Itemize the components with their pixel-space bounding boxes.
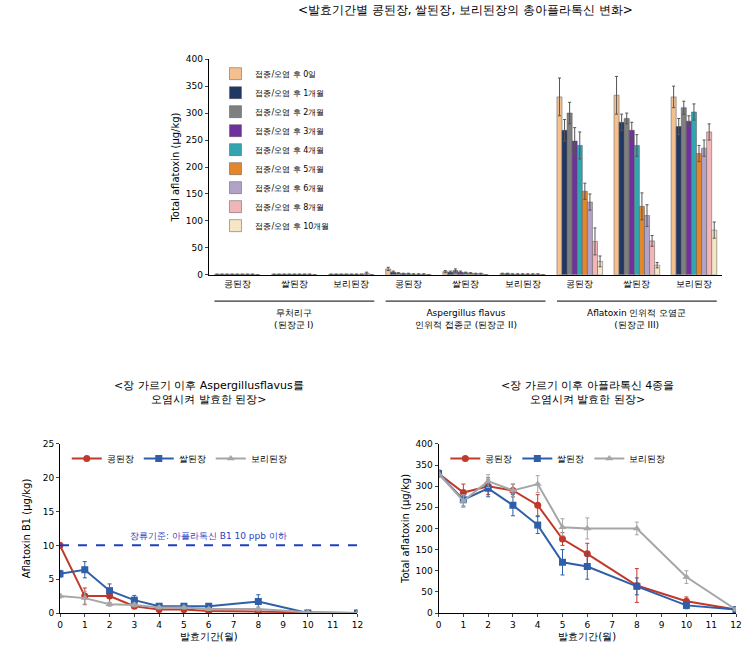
svg-text:무처리구(된장군 I): 무처리구(된장군 I): [274, 308, 314, 330]
svg-text:접종/오염 후 1개월: 접종/오염 후 1개월: [255, 89, 324, 98]
svg-text:10: 10: [681, 620, 693, 630]
svg-text:<발효기간별 콩된장, 쌀된장, 보리된장의 총아플라톡신: <발효기간별 콩된장, 쌀된장, 보리된장의 총아플라톡신 변화>: [298, 3, 633, 17]
svg-text:7: 7: [231, 620, 237, 630]
svg-text:발효기간(월): 발효기간(월): [180, 631, 238, 642]
svg-text:접종/오염 후 10개월: 접종/오염 후 10개월: [255, 222, 329, 231]
svg-text:50: 50: [191, 243, 203, 253]
svg-text:8: 8: [255, 620, 261, 630]
svg-text:접종/오염 후 8개월: 접종/오염 후 8개월: [255, 203, 324, 212]
svg-text:0: 0: [48, 608, 54, 618]
svg-text:1: 1: [460, 620, 466, 630]
svg-text:0: 0: [197, 270, 203, 280]
svg-text:100: 100: [416, 566, 433, 576]
svg-text:콩된장: 콩된장: [107, 454, 134, 464]
svg-text:250: 250: [186, 135, 203, 145]
svg-text:150: 150: [416, 545, 433, 555]
svg-text:5: 5: [560, 620, 566, 630]
svg-text:Aflatoxin 인위적 오염군(된장군 III): Aflatoxin 인위적 오염군(된장군 III): [587, 308, 686, 330]
svg-text:100: 100: [186, 216, 203, 226]
svg-text:5: 5: [181, 620, 187, 630]
svg-text:2: 2: [107, 620, 113, 630]
svg-text:3: 3: [131, 620, 137, 630]
svg-text:1: 1: [82, 620, 88, 630]
svg-text:접종/오염 후 2개월: 접종/오염 후 2개월: [255, 108, 324, 117]
svg-text:50: 50: [421, 587, 433, 597]
svg-text:발효기간(월): 발효기간(월): [558, 631, 616, 642]
svg-text:쌀된장: 쌀된장: [179, 454, 206, 464]
svg-text:2: 2: [485, 620, 491, 630]
svg-text:Total aflatoxin (μg/kg): Total aflatoxin (μg/kg): [400, 474, 411, 584]
svg-text:250: 250: [416, 502, 433, 512]
svg-text:400: 400: [416, 439, 433, 449]
svg-text:12: 12: [352, 620, 363, 630]
svg-text:25: 25: [43, 439, 54, 449]
svg-text:300: 300: [186, 108, 203, 118]
svg-text:쌀된장: 쌀된장: [557, 454, 584, 464]
svg-text:350: 350: [186, 81, 203, 91]
svg-text:300: 300: [416, 481, 433, 491]
svg-text:접종/오염 후 5개월: 접종/오염 후 5개월: [255, 165, 324, 174]
svg-text:12: 12: [730, 620, 741, 630]
svg-text:11: 11: [327, 620, 338, 630]
svg-text:9: 9: [659, 620, 665, 630]
svg-text:쌀된장: 쌀된장: [281, 279, 308, 289]
svg-text:0: 0: [57, 620, 63, 630]
svg-text:쌀된장: 쌀된장: [452, 279, 479, 289]
svg-text:400: 400: [186, 54, 203, 64]
svg-text:Aspergillus flavus인위적 접종군 (된장군: Aspergillus flavus인위적 접종군 (된장군 II): [415, 308, 517, 330]
svg-text:Total aflatoxin (μg/kg): Total aflatoxin (μg/kg): [170, 112, 181, 222]
svg-text:4: 4: [535, 620, 541, 630]
svg-text:6: 6: [206, 620, 212, 630]
svg-text:0: 0: [436, 620, 442, 630]
svg-text:10: 10: [302, 620, 314, 630]
svg-text:접종/오염 후 3개월: 접종/오염 후 3개월: [255, 127, 324, 136]
svg-text:<장 가르기 이후 Aspergillusflavus를오염: <장 가르기 이후 Aspergillusflavus를오염시켜 발효한 된장>: [114, 379, 304, 406]
svg-text:보리된장: 보리된장: [251, 454, 287, 464]
svg-text:보리된장: 보리된장: [676, 279, 712, 289]
svg-text:4: 4: [156, 620, 162, 630]
svg-text:Aflatoxin B1 (μg/kg): Aflatoxin B1 (μg/kg): [21, 479, 32, 579]
svg-text:보리된장: 보리된장: [629, 454, 665, 464]
svg-text:200: 200: [416, 524, 433, 534]
svg-text:<장 가르기 이후 아플라톡신 4종을오염시켜 발효한 된장: <장 가르기 이후 아플라톡신 4종을오염시켜 발효한 된장>: [501, 379, 674, 406]
svg-text:10: 10: [43, 541, 55, 551]
svg-text:150: 150: [186, 189, 203, 199]
svg-text:콩된장: 콩된장: [485, 454, 512, 464]
svg-text:보리된장: 보리된장: [505, 279, 541, 289]
svg-text:20: 20: [43, 473, 55, 483]
svg-text:콩된장: 콩된장: [566, 279, 593, 289]
svg-text:7: 7: [609, 620, 615, 630]
svg-text:접종/오염 후 4개월: 접종/오염 후 4개월: [255, 146, 324, 155]
svg-text:보리된장: 보리된장: [333, 279, 369, 289]
svg-text:5: 5: [48, 574, 54, 584]
svg-text:15: 15: [43, 507, 54, 517]
svg-text:콩된장: 콩된장: [224, 279, 251, 289]
svg-text:접종/오염 후 6개월: 접종/오염 후 6개월: [255, 184, 324, 193]
svg-text:6: 6: [584, 620, 590, 630]
svg-text:350: 350: [416, 460, 433, 470]
svg-text:장류기준: 아플라톡신 B1 10 ppb 이하: 장류기준: 아플라톡신 B1 10 ppb 이하: [130, 531, 287, 541]
svg-text:접종/오염 후 0일: 접종/오염 후 0일: [255, 70, 316, 79]
svg-text:9: 9: [280, 620, 286, 630]
svg-text:0: 0: [427, 608, 433, 618]
svg-text:쌀된장: 쌀된장: [623, 279, 650, 289]
svg-text:200: 200: [186, 162, 203, 172]
svg-text:8: 8: [634, 620, 640, 630]
svg-text:콩된장: 콩된장: [395, 279, 422, 289]
svg-text:11: 11: [705, 620, 716, 630]
svg-text:3: 3: [510, 620, 516, 630]
